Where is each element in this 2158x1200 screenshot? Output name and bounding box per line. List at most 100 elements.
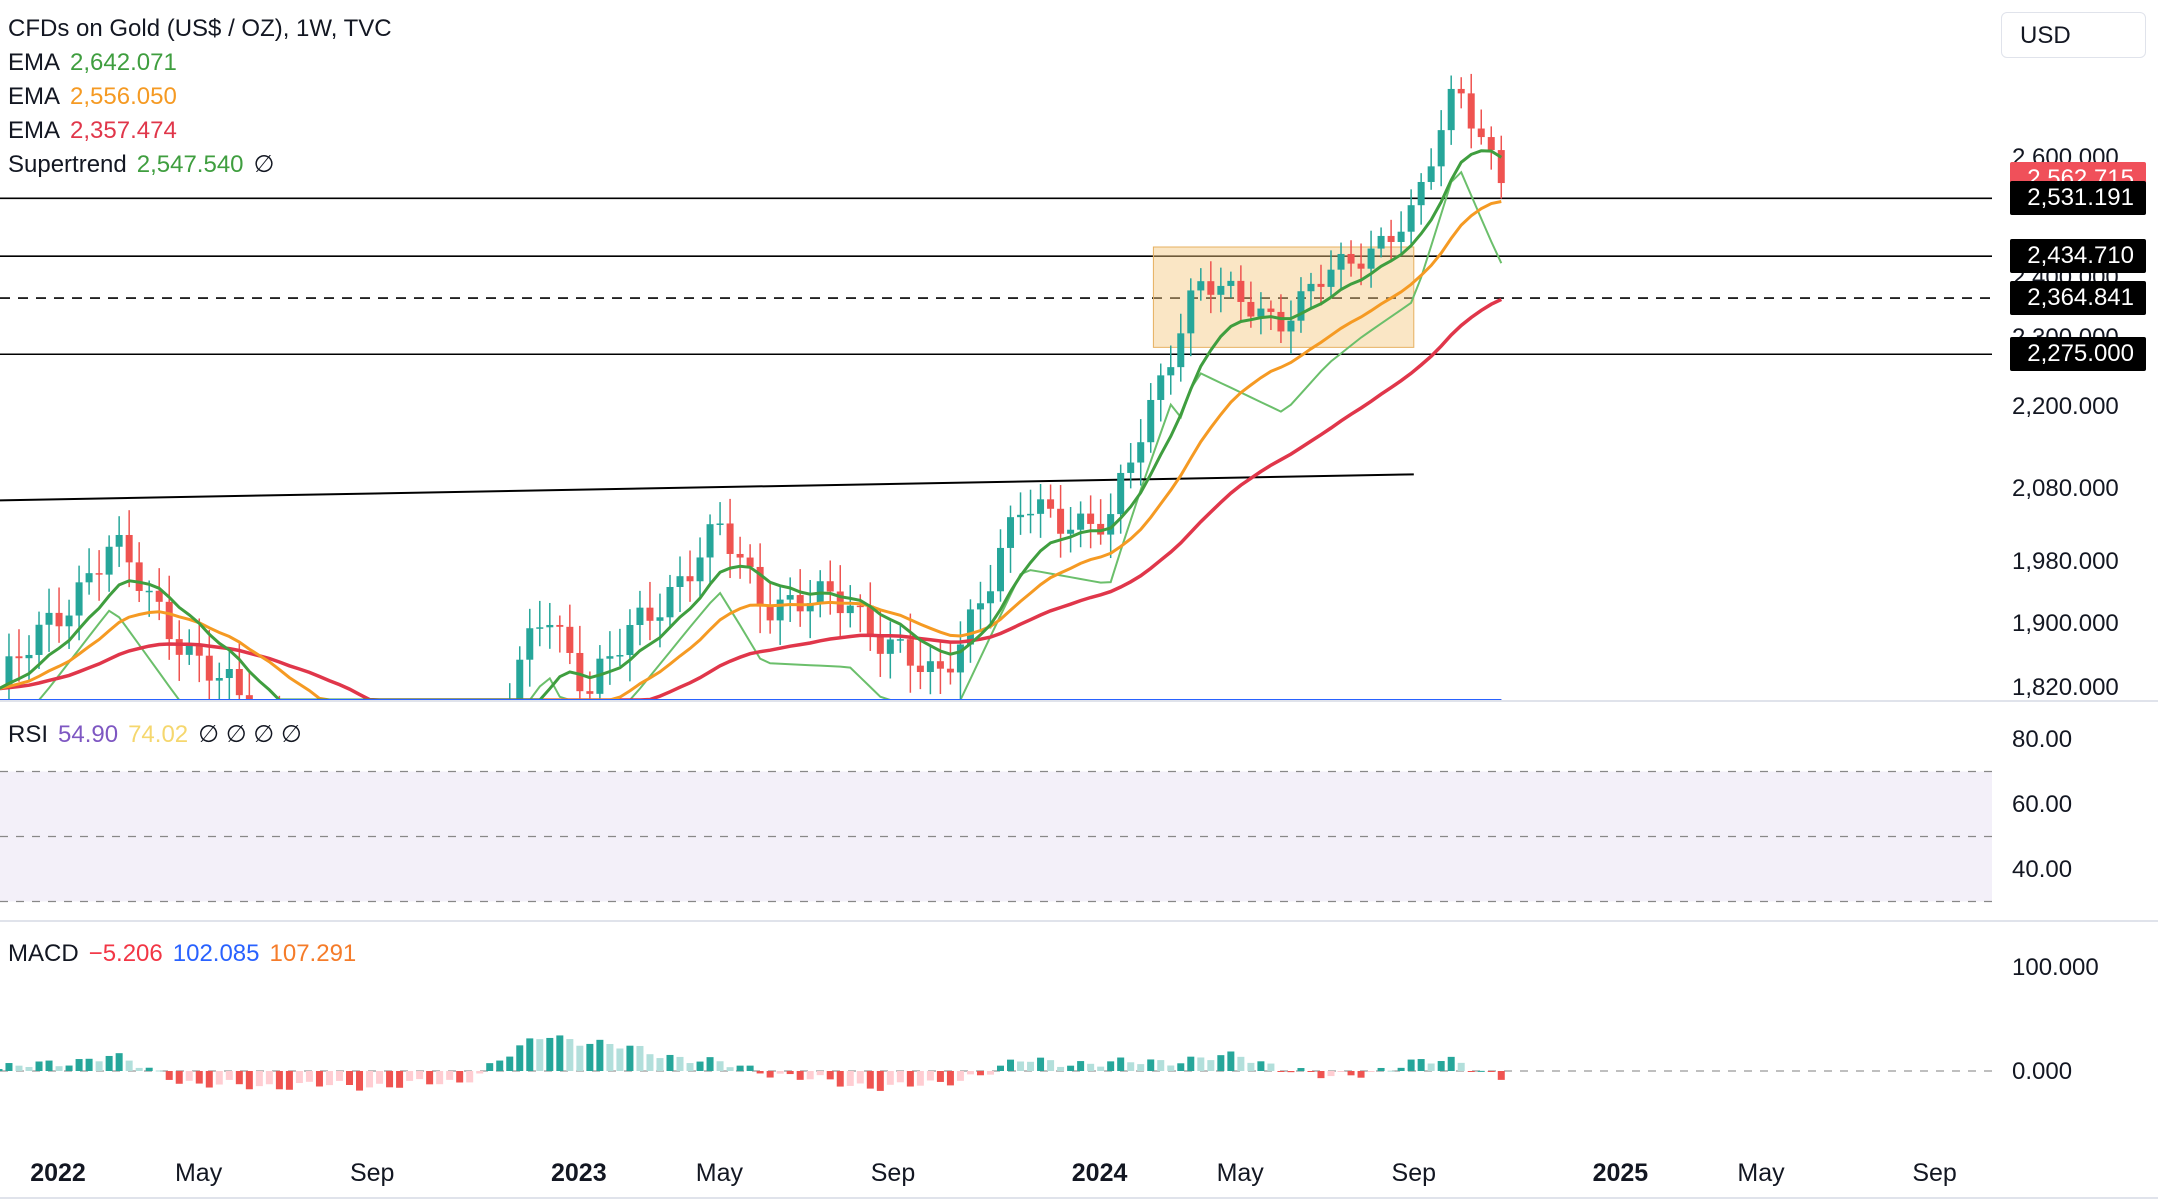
candle-body — [1407, 205, 1415, 232]
candle-body — [245, 695, 253, 700]
macd-hist-bar — [756, 1071, 764, 1074]
legend-value: 107.291 — [269, 940, 357, 967]
candle-body — [636, 607, 644, 625]
candle-body — [776, 599, 784, 621]
candle-body — [1157, 375, 1165, 400]
symbol-title: CFDs on Gold (US$ / OZ), 1W, TVC — [8, 12, 402, 46]
candle-body — [25, 654, 33, 659]
candle-body — [846, 605, 854, 614]
macd-hist-bar — [646, 1054, 654, 1071]
candle-body — [856, 605, 864, 608]
macd-hist-bar — [1477, 1070, 1485, 1072]
macd-hist-bar — [285, 1071, 293, 1090]
legend-row-2[interactable]: EMA 2,357.474 — [8, 114, 284, 148]
macd-hist-bar — [1007, 1059, 1015, 1071]
candle-body — [135, 562, 143, 591]
macd-hist-bar — [1097, 1066, 1105, 1071]
legend-value: 74.02 — [128, 721, 189, 748]
currency-button[interactable]: USD — [2001, 12, 2146, 58]
macd-hist-bar — [546, 1037, 554, 1071]
candle-body — [1207, 281, 1215, 295]
macd-hist-bar — [1037, 1057, 1045, 1071]
macd-hist-bar — [1297, 1068, 1305, 1071]
macd-hist-bar — [1437, 1061, 1445, 1071]
time-axis-label: May — [175, 1159, 223, 1187]
candle-body — [526, 628, 534, 660]
legend-row-1[interactable]: EMA 2,556.050 — [8, 80, 284, 114]
price-pane — [0, 73, 1992, 702]
candle-body — [826, 581, 834, 592]
macd-hist-bar — [305, 1071, 313, 1082]
rsi-axis-label: 40.00 — [2012, 856, 2072, 883]
macd-hist-bar — [1247, 1062, 1255, 1071]
macd-hist-bar — [235, 1071, 243, 1085]
macd-hist-bar — [856, 1071, 864, 1084]
macd-hist-bar — [1177, 1063, 1185, 1071]
ema-orange-line — [0, 200, 1502, 702]
macd-hist-bar — [956, 1071, 964, 1081]
candle-body — [1317, 283, 1325, 287]
legend-value: 2,556.050 — [70, 83, 177, 110]
candle-body — [566, 626, 574, 653]
macd-hist-bar — [1027, 1061, 1035, 1071]
legend-name: RSI — [8, 721, 49, 748]
macd-hist-bar — [506, 1056, 514, 1071]
legend-value: 2,642.071 — [70, 49, 177, 76]
macd-hist-bar — [716, 1061, 724, 1071]
macd-hist-bar — [1337, 1071, 1345, 1072]
candle-body — [716, 523, 724, 525]
macd-hist-bar — [205, 1071, 213, 1088]
price-axis-label: 2,080.000 — [2012, 475, 2119, 502]
legend-row-3[interactable]: Supertrend 2,547.540 ∅ — [8, 148, 284, 182]
macd-hist-bar — [15, 1065, 23, 1071]
candle-body — [746, 557, 754, 567]
candle-body — [55, 612, 63, 627]
candle-body — [1097, 523, 1105, 535]
macd-hist-bar — [1327, 1071, 1335, 1077]
legend-value: 2,547.540 — [136, 151, 244, 178]
macd-hist-bar — [966, 1071, 974, 1075]
macd-hist-bar — [476, 1071, 484, 1074]
candle-body — [656, 617, 664, 621]
candle-body — [666, 586, 674, 618]
macd-hist-bar — [1167, 1065, 1175, 1071]
candle-body — [626, 624, 634, 656]
candle-body — [906, 639, 914, 666]
legend-value: 102.085 — [172, 940, 260, 967]
candle-body — [1287, 320, 1295, 332]
time-axis-label: Sep — [871, 1159, 915, 1187]
time-axis-label: Sep — [350, 1159, 394, 1187]
candle-body — [175, 639, 183, 655]
candle-body — [876, 635, 884, 654]
macd-hist-bar — [1217, 1055, 1225, 1071]
macd-hist-bar — [906, 1071, 914, 1087]
candle-body — [1107, 514, 1115, 535]
ema-red-line — [0, 297, 1503, 702]
candle-body — [1027, 513, 1035, 516]
rsi-axis-label: 80.00 — [2012, 726, 2072, 753]
price-axis-label: 2,200.000 — [2012, 393, 2119, 420]
legend-row-0[interactable]: EMA 2,642.071 — [8, 46, 284, 80]
candle-body — [1377, 235, 1385, 249]
macd-hist-bar — [95, 1061, 103, 1071]
macd-hist-bar — [586, 1043, 594, 1071]
hidden-state-icon: ∅ ∅ ∅ ∅ — [198, 721, 302, 748]
rsi-legend: RSI 54.90 74.02 ∅ ∅ ∅ ∅ — [8, 718, 312, 752]
time-axis-label: May — [696, 1159, 744, 1187]
macd-hist-bar — [155, 1070, 163, 1072]
macd-hist-bar — [696, 1061, 704, 1071]
macd-hist-bar — [1147, 1059, 1155, 1071]
candle-body — [35, 624, 43, 655]
macd-hist-bar — [345, 1071, 353, 1086]
macd-hist-bar — [826, 1071, 834, 1080]
macd-hist-bar — [376, 1071, 384, 1084]
macd-hist-bar — [1107, 1061, 1115, 1071]
macd-hist-bar — [1307, 1071, 1315, 1072]
candle-body — [1467, 93, 1475, 129]
candle-body — [1417, 181, 1425, 206]
candle-body — [1387, 235, 1395, 242]
macd-hist-bar — [1257, 1061, 1265, 1071]
candle-body — [1147, 399, 1155, 443]
macd-hist-bar — [85, 1058, 93, 1071]
